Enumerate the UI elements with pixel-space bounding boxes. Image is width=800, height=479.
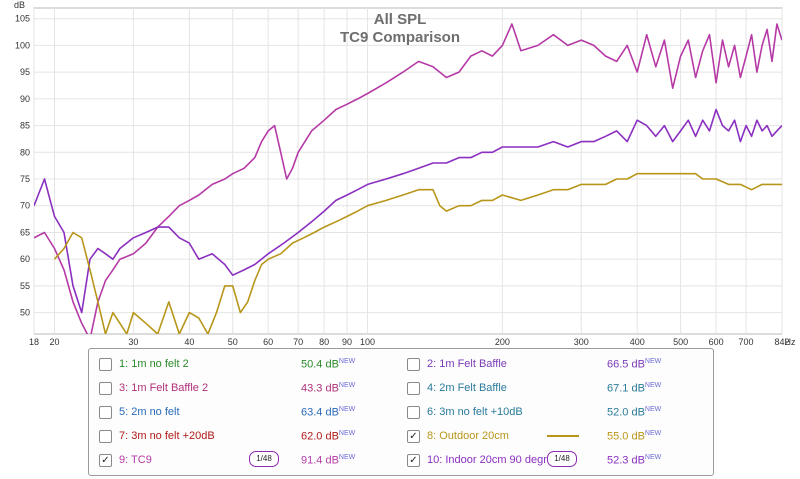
x-tick-label: 700 (739, 337, 754, 347)
legend-item[interactable]: 4: 2m Felt Baffle 67.1 dBNEW (397, 375, 697, 401)
x-axis-unit: Hz (785, 337, 796, 347)
x-tick-label: 30 (128, 337, 138, 347)
spl-chart: 50 55 60 65 70 75 80 85 90 95 100 105 18 20 30 40 50 60 7… (14, 0, 796, 347)
legend-checkbox[interactable] (99, 382, 112, 395)
legend-item-name: 8: Outdoor 20cm (427, 430, 509, 442)
legend-item-name: 9: TC9 (119, 454, 152, 466)
new-badge: NEW (644, 454, 662, 461)
legend-item[interactable]: 5: 2m no felt 63.4 dBNEW (89, 399, 389, 425)
legend-item[interactable]: 2: 1m Felt Baffle 66.5 dBNEW (397, 351, 697, 377)
x-tick-label: 40 (184, 337, 194, 347)
x-tick-label: 200 (495, 337, 510, 347)
legend-item-value: 43.3 dBNEW (301, 382, 356, 395)
y-tick-label: 50 (20, 308, 30, 318)
x-tick-label: 90 (342, 337, 352, 347)
series-line (34, 108, 782, 314)
legend-item-name: 2: 1m Felt Baffle (427, 358, 507, 370)
smoothing-badge[interactable]: 1/48 (249, 451, 279, 467)
legend-item-value: 63.4 dBNEW (301, 406, 356, 419)
x-tick-label: 80 (319, 337, 329, 347)
series-line (53, 172, 782, 334)
legend-item-name: 6: 3m no felt +10dB (427, 406, 523, 418)
legend-item[interactable]: ✓ 9: TC9 1/48 91.4 dBNEW (89, 447, 389, 473)
y-tick-label: 95 (20, 67, 30, 77)
y-tick-label: 105 (15, 14, 30, 24)
legend-item-value: 91.4 dBNEW (301, 454, 356, 467)
y-tick-label: 65 (20, 227, 30, 237)
x-tick-label: 500 (673, 337, 688, 347)
y-tick-label: 70 (20, 201, 30, 211)
grid (33, 8, 783, 334)
legend-item[interactable]: 7: 3m no felt +20dB 62.0 dBNEW (89, 423, 389, 449)
legend-checkbox[interactable]: ✓ (407, 430, 420, 443)
legend-item-value: 50.4 dBNEW (301, 358, 356, 371)
legend-swatch (547, 435, 579, 437)
legend-item-name: 10: Indoor 20cm 90 degre (427, 454, 553, 466)
legend-checkbox[interactable] (99, 358, 112, 371)
plot-area (33, 7, 783, 335)
y-tick-label: 90 (20, 94, 30, 104)
legend-item[interactable]: ✓ 10: Indoor 20cm 90 degre 1/48 52.3 dBNEW (397, 447, 697, 473)
x-tick-label: 50 (228, 337, 238, 347)
legend-item-name: 5: 2m no felt (119, 406, 180, 418)
x-tick-label: 18 (29, 337, 39, 347)
series-lines (34, 23, 782, 334)
x-tick-label: 600 (709, 337, 724, 347)
new-badge: NEW (644, 430, 662, 437)
smoothing-badge[interactable]: 1/48 (547, 451, 577, 467)
x-tick-label: 300 (574, 337, 589, 347)
x-tick-label: 400 (630, 337, 645, 347)
y-axis-label: dB (14, 0, 25, 10)
legend-checkbox[interactable] (407, 382, 420, 395)
x-tick-label: 100 (360, 337, 375, 347)
legend-item-value: 67.1 dBNEW (607, 382, 662, 395)
new-badge: NEW (338, 382, 356, 389)
legend-item-name: 4: 2m Felt Baffle (427, 382, 507, 394)
new-badge: NEW (338, 358, 356, 365)
x-axis: 18 20 30 40 50 60 70 80 90 100 200 300 400 500 600 700 8… (29, 337, 790, 347)
legend-checkbox[interactable] (99, 430, 112, 443)
legend-item[interactable]: 1: 1m no felt 2 50.4 dBNEW (89, 351, 389, 377)
legend-panel: 1: 1m no felt 2 50.4 dBNEW 2: 1m Felt Baff… (88, 348, 714, 476)
legend-item-name: 3: 1m Felt Baffle 2 (119, 382, 209, 394)
legend-checkbox[interactable] (407, 358, 420, 371)
legend-item-value: 62.0 dBNEW (301, 430, 356, 443)
legend-checkbox[interactable] (407, 406, 420, 419)
legend-checkbox[interactable]: ✓ (99, 454, 112, 467)
legend-item-value: 52.3 dBNEW (607, 454, 662, 467)
y-tick-label: 85 (20, 121, 30, 131)
legend-item[interactable]: 6: 3m no felt +10dB 52.0 dBNEW (397, 399, 697, 425)
legend-item-value: 55.0 dBNEW (607, 430, 662, 443)
x-tick-label: 70 (293, 337, 303, 347)
x-tick-label: 60 (263, 337, 273, 347)
new-badge: NEW (338, 430, 356, 437)
chart-subtitle: TC9 Comparison (340, 29, 460, 46)
y-tick-label: 80 (20, 147, 30, 157)
new-badge: NEW (644, 382, 662, 389)
legend-item-name: 7: 3m no felt +20dB (119, 430, 215, 442)
y-tick-label: 55 (20, 281, 30, 291)
y-tick-label: 100 (15, 40, 30, 50)
legend-item[interactable]: ✓ 8: Outdoor 20cm 55.0 dBNEW (397, 423, 697, 449)
y-tick-label: 60 (20, 254, 30, 264)
x-tick-label: 20 (49, 337, 59, 347)
legend-item-name: 1: 1m no felt 2 (119, 358, 189, 370)
new-badge: NEW (338, 454, 356, 461)
legend-checkbox[interactable] (99, 406, 112, 419)
y-tick-label: 75 (20, 174, 30, 184)
x-tick-label: 842 (774, 337, 789, 347)
legend-checkbox[interactable]: ✓ (407, 454, 420, 467)
legend-item-value: 52.0 dBNEW (607, 406, 662, 419)
legend-item-value: 66.5 dBNEW (607, 358, 662, 371)
legend-item[interactable]: 3: 1m Felt Baffle 2 43.3 dBNEW (89, 375, 389, 401)
chart-title: All SPL (374, 11, 427, 28)
new-badge: NEW (644, 406, 662, 413)
new-badge: NEW (338, 406, 356, 413)
y-axis: 50 55 60 65 70 75 80 85 90 95 100 105 (15, 14, 30, 318)
new-badge: NEW (644, 358, 662, 365)
